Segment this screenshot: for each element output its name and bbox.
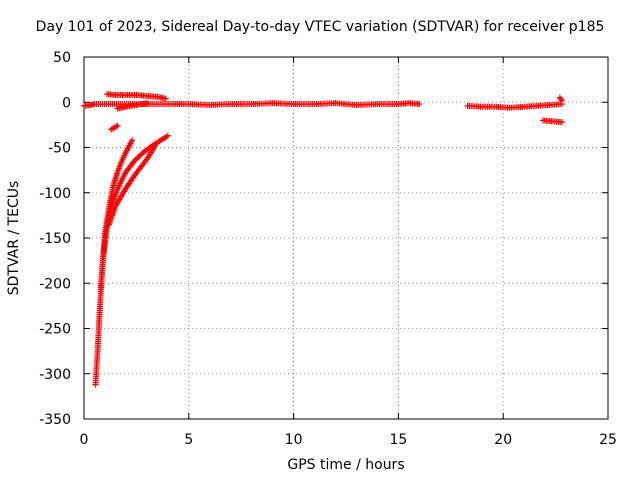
plot-frame — [83, 56, 609, 420]
data-point — [558, 97, 565, 104]
y-tick-label: -200 — [39, 276, 71, 292]
x-tick-label: 5 — [184, 432, 193, 448]
data-point — [152, 142, 159, 149]
y-tick-label: -50 — [48, 141, 71, 157]
series-group — [92, 137, 136, 388]
y-tick-label: -250 — [39, 322, 71, 338]
x-tick-label: 0 — [80, 432, 89, 448]
data-marks — [81, 91, 565, 388]
y-tick-label: -300 — [39, 367, 71, 383]
series-group — [106, 142, 159, 228]
y-tick-label: -100 — [39, 186, 71, 202]
series-group — [114, 100, 150, 112]
data-point — [134, 155, 141, 162]
data-point — [131, 158, 138, 165]
grid-lines — [84, 57, 608, 419]
data-point — [114, 122, 121, 129]
data-point — [416, 101, 423, 108]
data-point — [164, 132, 171, 139]
x-tick-label: 20 — [494, 432, 512, 448]
data-point — [135, 154, 142, 161]
series-group — [464, 101, 565, 111]
x-tick-label: 25 — [599, 432, 617, 448]
y-tick-label: 50 — [53, 50, 71, 66]
series-group — [97, 132, 171, 291]
data-point — [136, 152, 143, 159]
data-point — [129, 137, 136, 144]
data-point — [558, 119, 565, 126]
y-tick-label: 0 — [62, 95, 71, 111]
axes: 0 5 10 15 20 25 -350 -300 -250 -200 -150 -100 -50 0 50 — [39, 50, 617, 448]
x-tick-label: 15 — [389, 432, 407, 448]
data-point — [557, 96, 564, 103]
x-tick-label: 10 — [285, 432, 303, 448]
data-point — [132, 156, 139, 163]
series-group — [104, 91, 169, 102]
series-group — [556, 94, 565, 104]
chart-title: Day 101 of 2023, Sidereal Day-to-day VTE… — [35, 19, 605, 35]
data-point — [162, 95, 169, 102]
series-group — [81, 100, 423, 109]
y-tick-label: -350 — [39, 412, 71, 428]
series-group — [540, 117, 565, 126]
series-group — [108, 122, 121, 133]
data-point — [143, 100, 150, 107]
x-axis-label: GPS time / hours — [287, 457, 405, 473]
y-tick-label: -150 — [39, 231, 71, 247]
